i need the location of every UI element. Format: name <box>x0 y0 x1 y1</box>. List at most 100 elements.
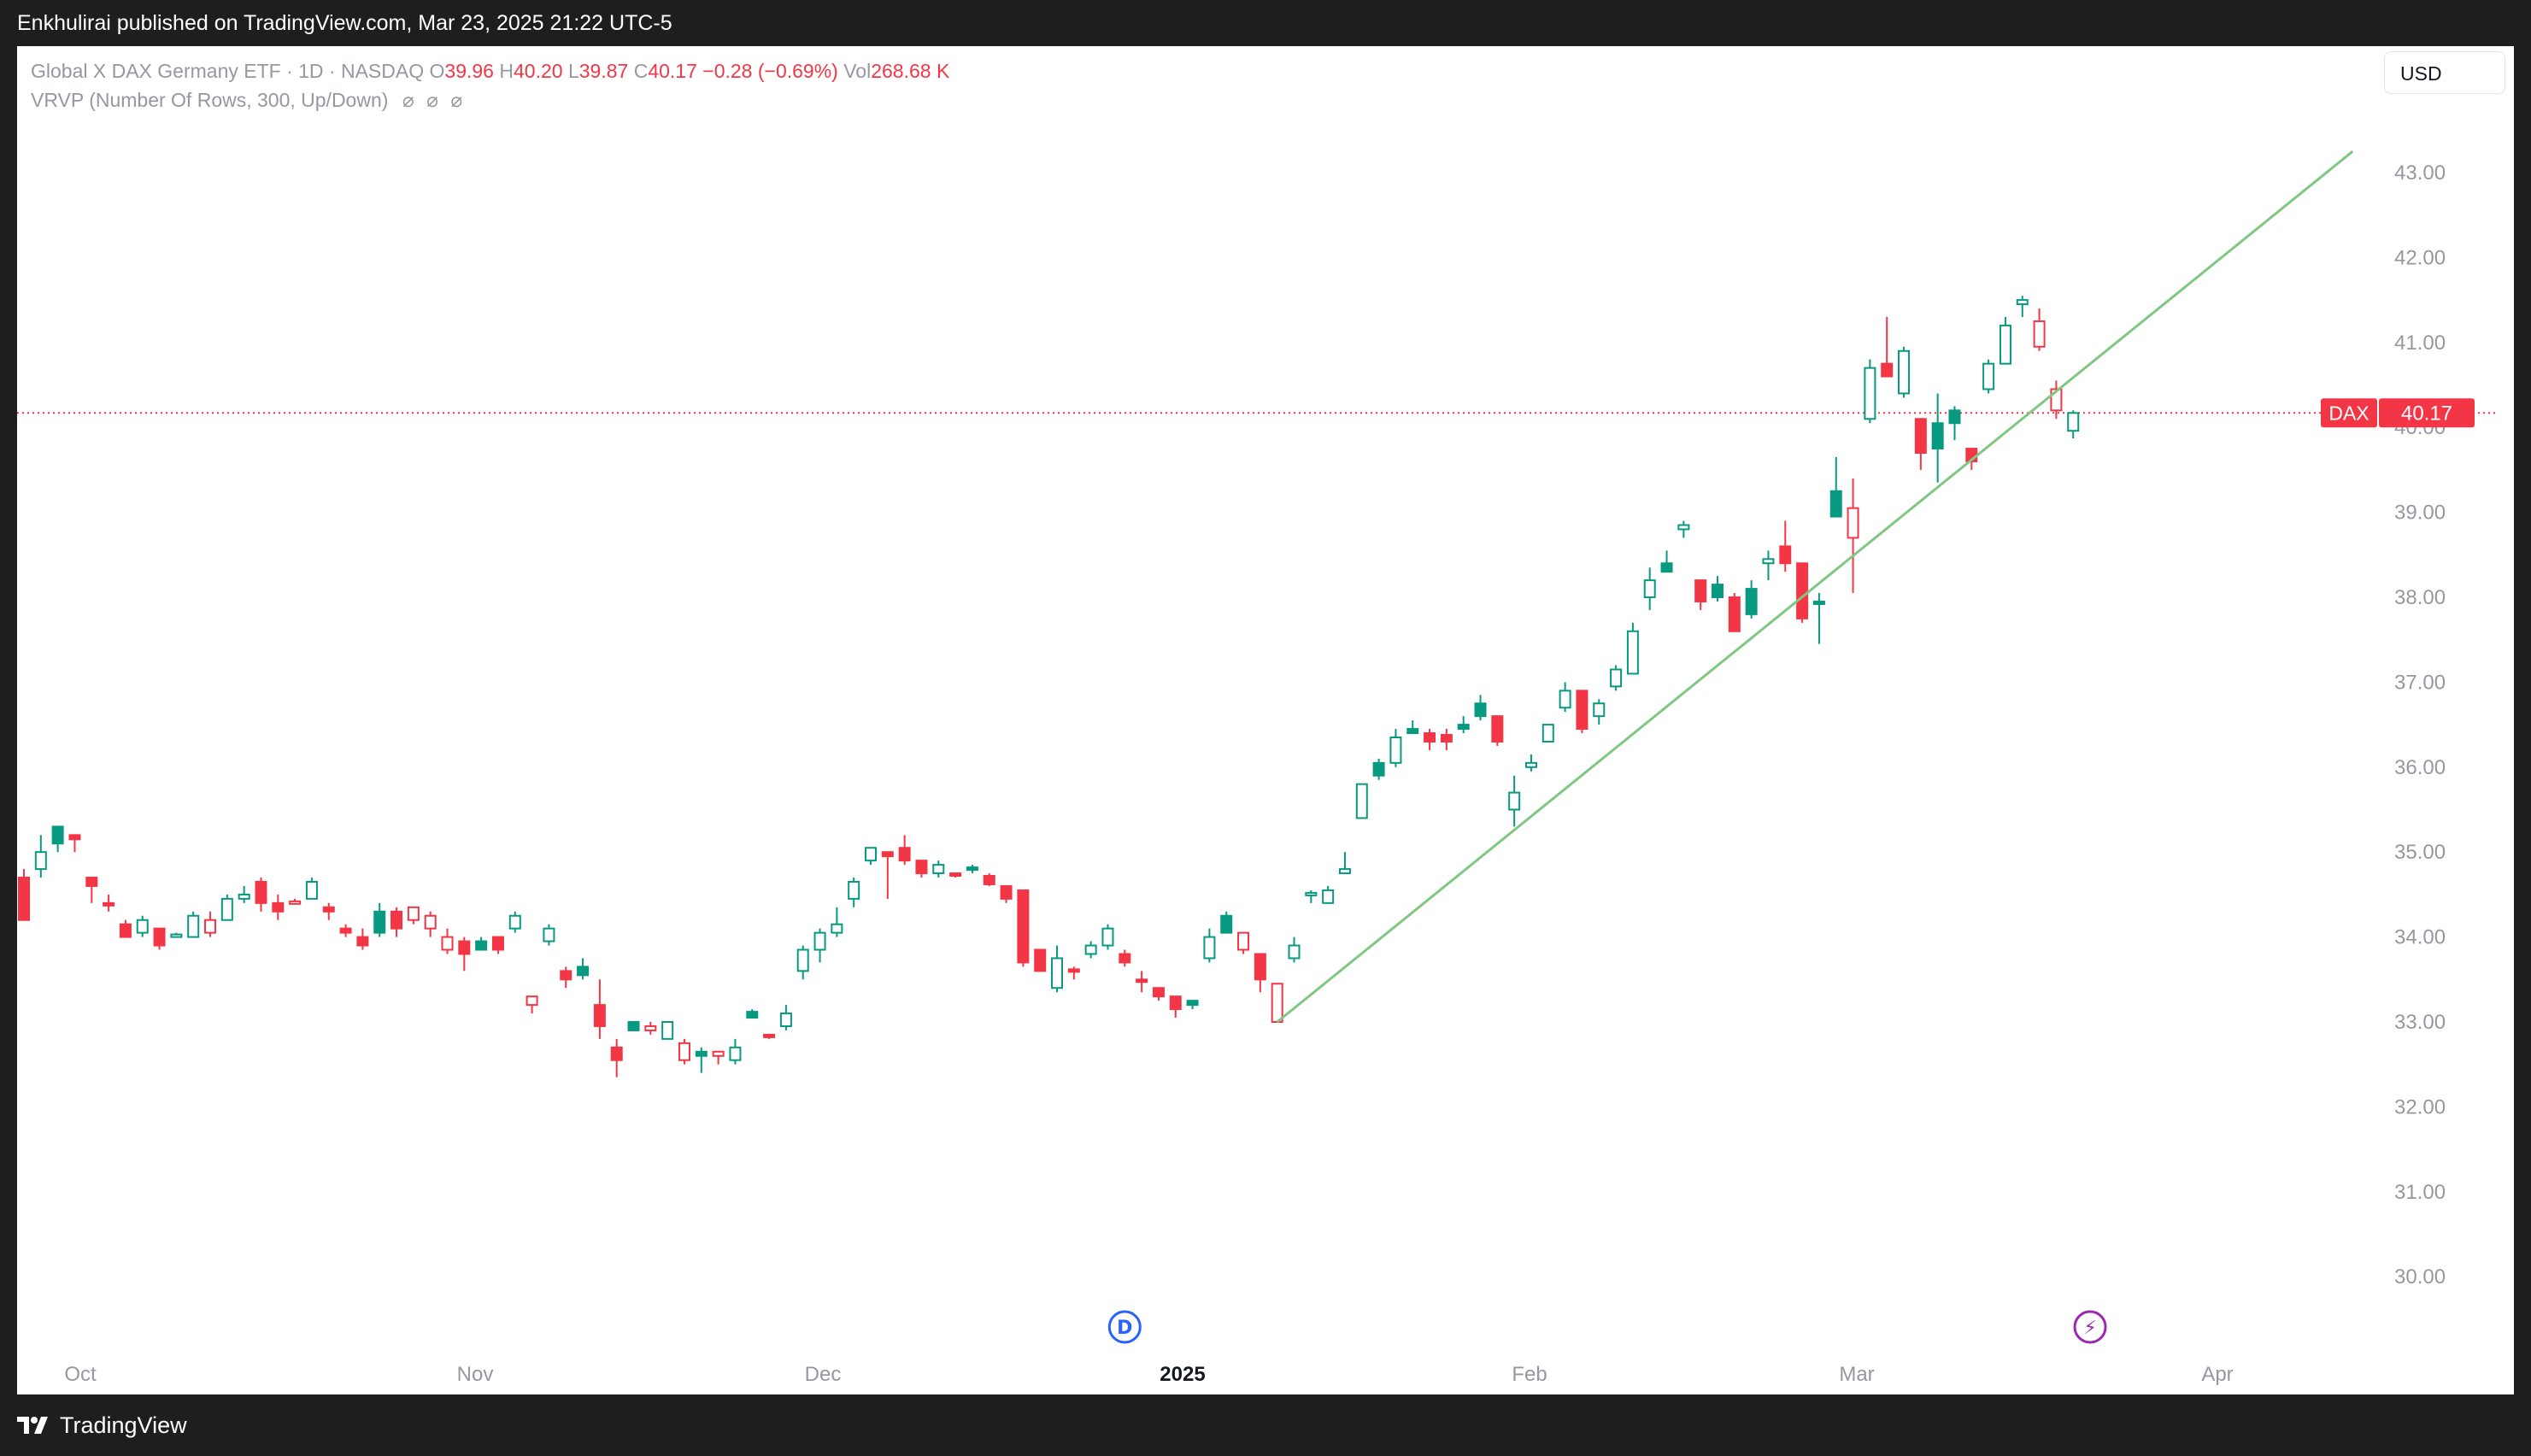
candle-body <box>1491 715 1504 743</box>
price-axis-label: 42.00 <box>2394 246 2446 269</box>
candle-body <box>1712 584 1724 599</box>
price-axis-label: 41.00 <box>2394 332 2446 355</box>
hidden-icon[interactable]: ⌀ <box>450 89 463 111</box>
candle-body <box>1694 579 1707 602</box>
chart-frame[interactable]: 43.00 42.00 41.00 40.00 39.00 38.00 37.00 36.00… <box>17 46 2514 1394</box>
tradingview-logo[interactable]: TradingView <box>17 1410 187 1441</box>
candle-body <box>220 897 233 921</box>
candle-body <box>1914 418 1927 455</box>
candle-body <box>1474 702 1487 718</box>
candle-body <box>51 825 64 845</box>
indicator-title[interactable]: VRVP (Number Of Rows, 300, Up/Down) <box>31 89 389 111</box>
volume-value: 268.68 K <box>871 60 950 82</box>
candle-body <box>508 914 521 930</box>
candle-body <box>813 931 826 951</box>
footer-bar: TradingView <box>0 1394 2531 1456</box>
candle-body <box>1610 668 1623 688</box>
candle-body <box>1237 931 1250 951</box>
candle-body <box>1881 362 1894 378</box>
candle-body <box>577 966 590 977</box>
candle-body <box>949 872 962 878</box>
candle-body <box>610 1046 623 1061</box>
candle-body <box>848 880 860 900</box>
candle-body <box>1338 868 1351 875</box>
candle-body <box>898 847 911 862</box>
candle-body <box>593 1004 606 1027</box>
time-axis-label: 2025 <box>1160 1363 1205 1386</box>
candle-body <box>1999 324 2011 365</box>
candle-body <box>1829 490 1842 518</box>
candle-body <box>1288 944 1301 960</box>
candle-body <box>1542 724 1554 743</box>
price-axis-label: 39.00 <box>2394 502 2446 525</box>
candle-body <box>272 901 285 913</box>
candle-body <box>255 880 267 904</box>
candle-body <box>796 948 809 972</box>
publish-header: Enkhulirai published on TradingView.com,… <box>0 0 2531 46</box>
trend-line <box>1276 150 2354 1024</box>
currency-button[interactable]: USD <box>2384 51 2505 94</box>
candle-body <box>1898 349 1911 395</box>
candle-body <box>1169 995 1182 1011</box>
price-axis-label: 30.00 <box>2394 1265 2446 1289</box>
candle-body <box>1576 690 1588 731</box>
candle-body <box>831 923 843 934</box>
candle-body <box>1017 889 1030 964</box>
candle-body <box>1440 734 1453 743</box>
candle-body <box>373 910 386 934</box>
symbol-label-bg <box>2321 398 2377 428</box>
earnings-marker-icon[interactable] <box>2073 1310 2107 1344</box>
candle-body <box>915 860 928 875</box>
candle-body <box>85 877 98 887</box>
candle-body <box>1864 367 1876 420</box>
candle-body <box>103 901 115 907</box>
price-axis-label: 36.00 <box>2394 756 2446 779</box>
candle-body <box>2016 299 2029 306</box>
candle-body <box>1084 944 1097 955</box>
candle-body <box>305 880 318 900</box>
dividend-marker-icon[interactable] <box>1107 1310 1142 1344</box>
event-marker-label: ⚡ <box>2083 1318 2096 1339</box>
candle-body <box>119 923 132 938</box>
time-axis-label: Feb <box>1512 1363 1547 1386</box>
symbol-description[interactable]: Global X DAX Germany ETF · 1D · NASDAQ <box>31 60 425 82</box>
candle-body <box>1677 524 1690 531</box>
candle-body <box>1745 588 1758 615</box>
candle-body <box>712 1050 725 1057</box>
candle-body <box>68 834 81 841</box>
tradingview-logo-icon <box>17 1417 48 1434</box>
candle-body <box>1643 579 1656 598</box>
candlestick-chart[interactable]: 43.0042.0041.0040.0039.0038.0037.0036.00… <box>17 46 2514 1394</box>
close-label: C <box>633 60 649 82</box>
symbol-legend: Global X DAX Germany ETF · 1D · NASDAQ O… <box>31 60 949 83</box>
price-axis-label: 33.00 <box>2394 1011 2446 1034</box>
candle-body <box>543 927 555 942</box>
price-axis-label: 43.00 <box>2394 161 2446 185</box>
hidden-icon[interactable]: ⌀ <box>426 89 438 111</box>
candle-body <box>1322 889 1335 904</box>
symbol-label: DAX <box>2328 402 2369 424</box>
candle-body <box>881 851 894 858</box>
candle-body <box>475 940 488 951</box>
candle-body <box>1508 791 1521 811</box>
hidden-icon[interactable]: ⌀ <box>402 89 414 111</box>
candle-body <box>1136 978 1148 983</box>
candle-body <box>136 919 149 934</box>
candle-body <box>966 866 978 872</box>
candle-body <box>289 900 302 905</box>
time-axis-label: Oct <box>64 1363 97 1386</box>
candle-body <box>1457 724 1470 731</box>
candle-body <box>1355 783 1368 819</box>
candle-body <box>458 940 471 955</box>
candle-body <box>1931 422 1944 450</box>
candle-body <box>491 936 504 951</box>
candle-body <box>204 919 217 934</box>
candle-body <box>34 851 47 871</box>
candle-body <box>1389 737 1402 764</box>
candle-body <box>779 1013 792 1027</box>
candle-body <box>1593 702 1606 718</box>
candle-body <box>1948 409 1961 425</box>
high-value: 40.20 <box>513 60 563 82</box>
low-value: 39.87 <box>578 60 629 82</box>
candle-body <box>2067 412 2080 432</box>
